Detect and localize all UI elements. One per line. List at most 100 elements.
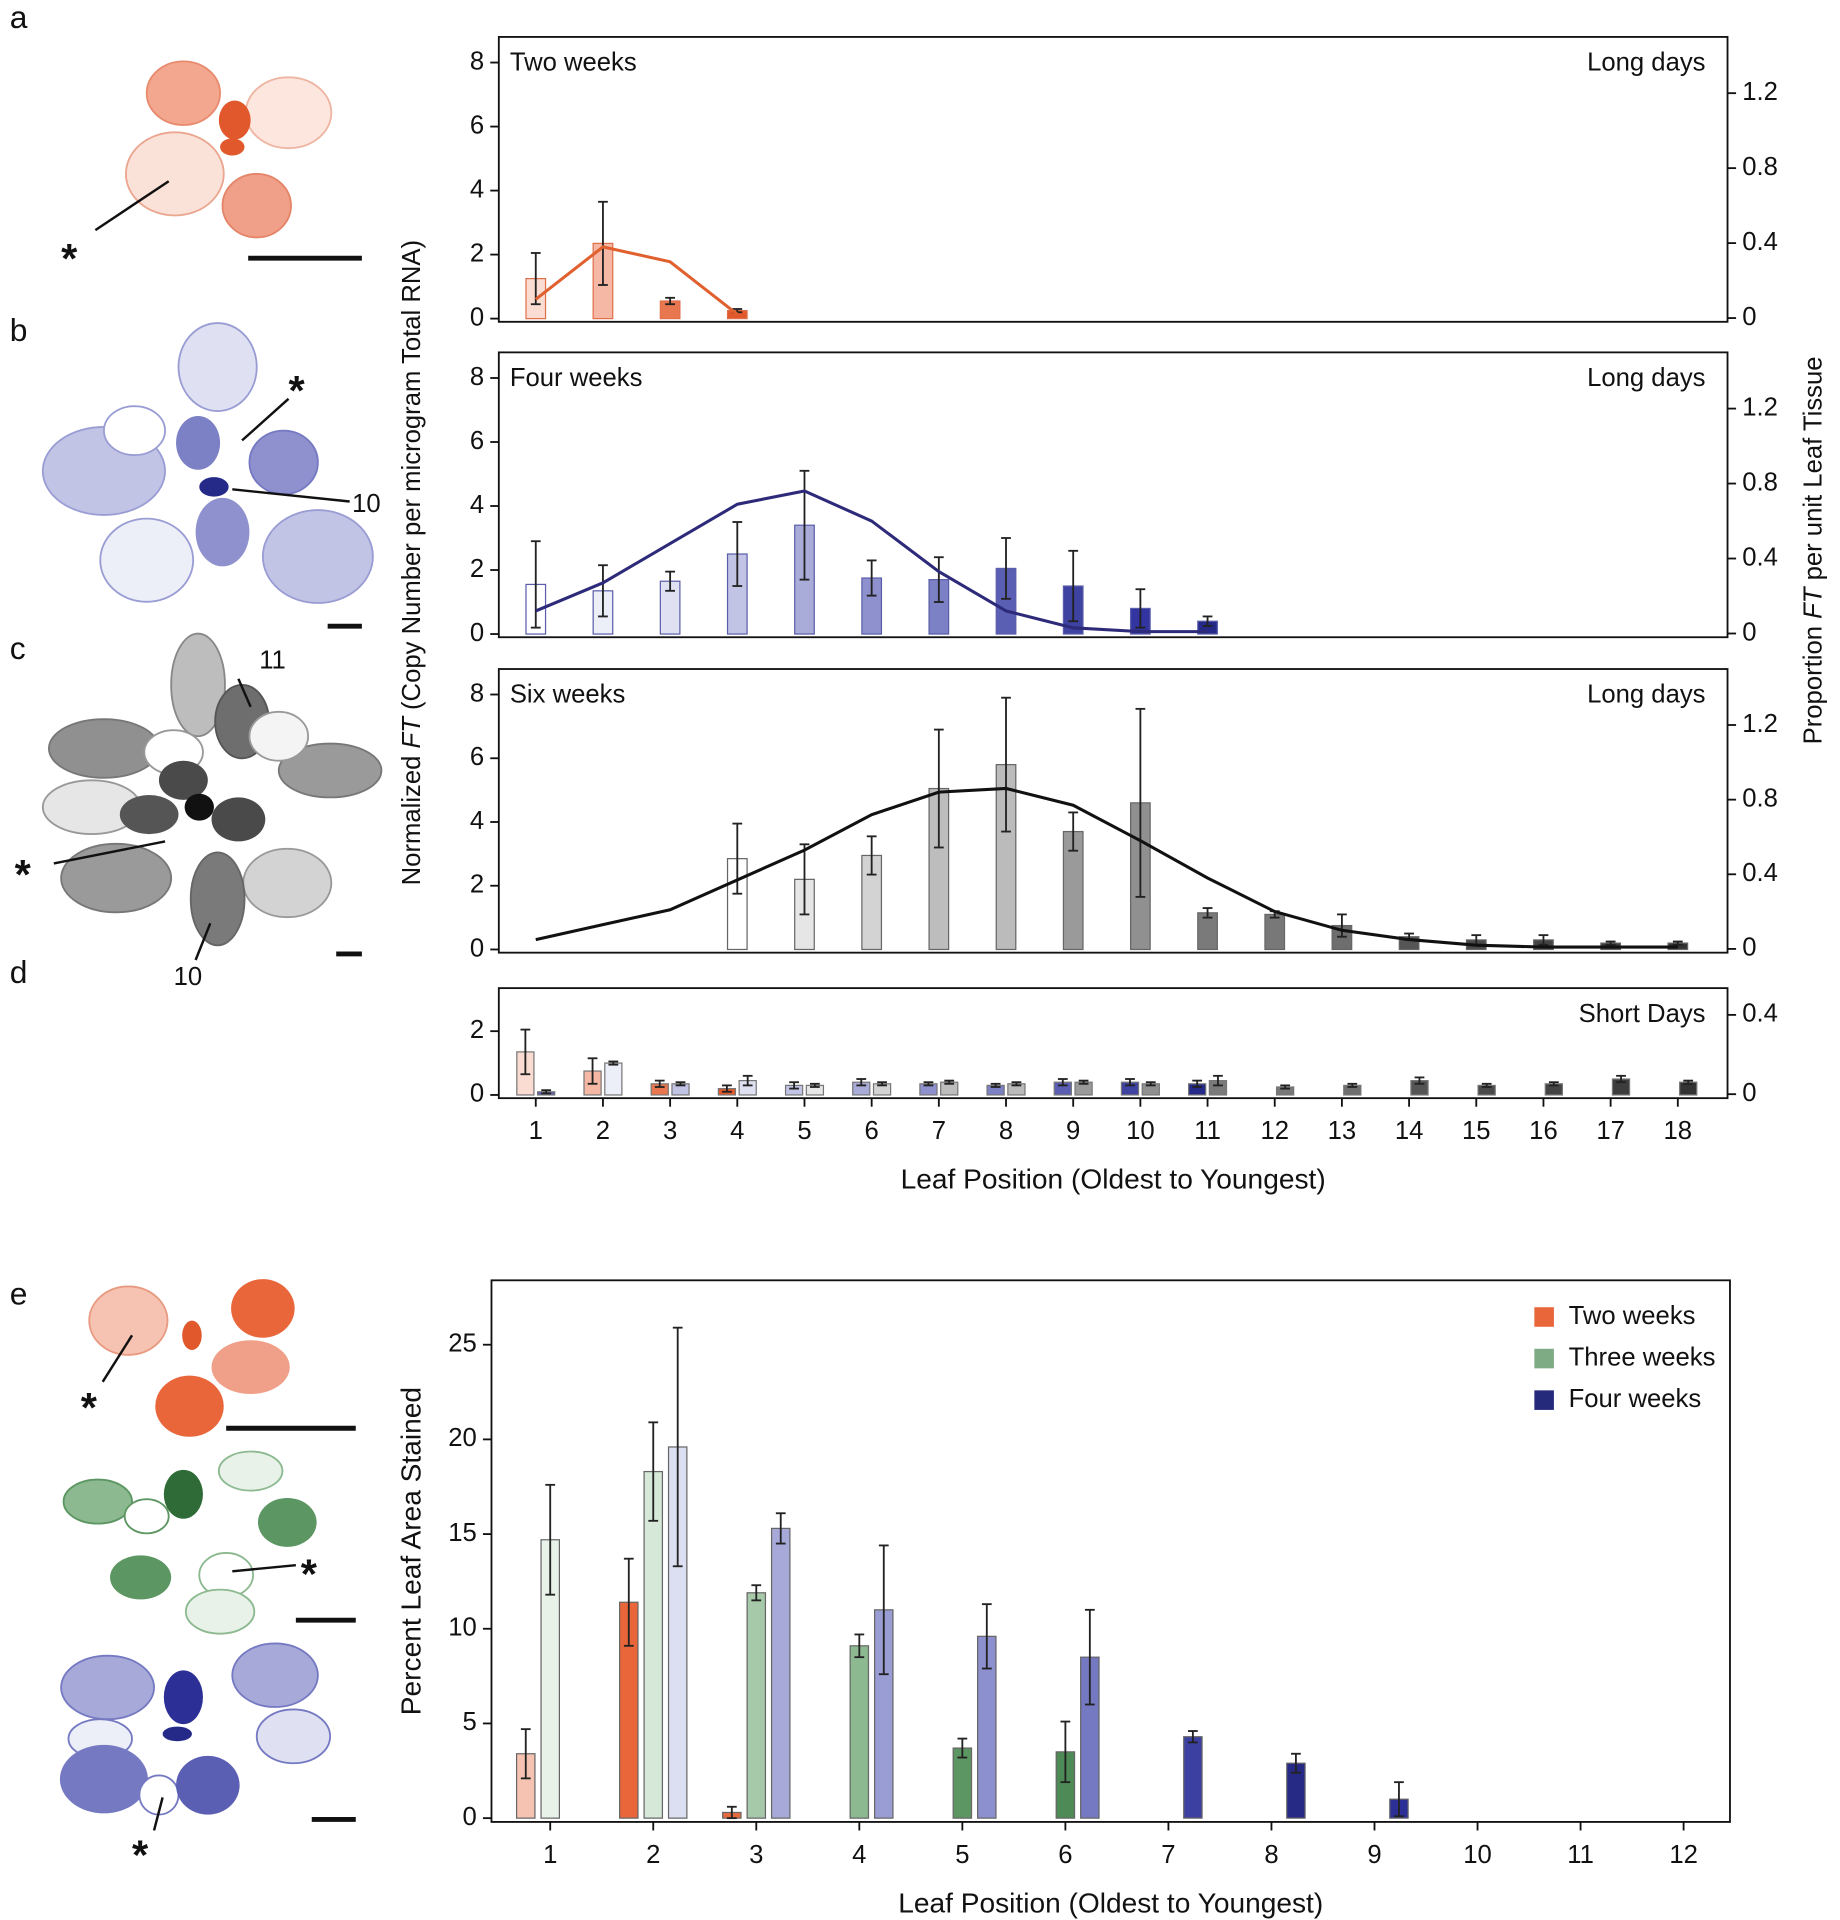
bar [770, 1527, 791, 1819]
y-tick-label: 0 [470, 1080, 484, 1108]
y2-tick-label: 1.2 [1742, 710, 1778, 738]
y2-tick-label: 0.4 [1742, 228, 1778, 256]
plot-frame [497, 36, 1729, 323]
y-tick-label: 0 [470, 303, 484, 331]
y2-axis-label: Proportion FT per unit Leaf Tissue [1799, 356, 1827, 744]
bar [849, 1645, 870, 1819]
y-tick-label: 15 [448, 1519, 477, 1547]
y2-tick-label: 0.8 [1742, 153, 1778, 181]
line [534, 245, 739, 316]
rosette-b [41, 322, 374, 629]
x-tick-label: 12 [1260, 1117, 1289, 1145]
y-tick-label: 4 [470, 807, 484, 835]
panel-label: d [10, 954, 28, 990]
y2-tick-label: 0 [1742, 303, 1756, 331]
y-tick-label: 6 [470, 743, 484, 771]
y-tick-label: 2 [470, 1016, 484, 1044]
panel-label: e [10, 1276, 28, 1312]
legend-swatch [1534, 1390, 1554, 1410]
x-tick-label: 10 [1126, 1117, 1155, 1145]
x-tick-label: 16 [1529, 1117, 1558, 1145]
leaf-number: 10 [174, 963, 203, 991]
y-tick-label: 8 [470, 47, 484, 75]
x-tick-label: 7 [1161, 1841, 1175, 1869]
y-tick-label: 10 [448, 1614, 477, 1642]
legend-label: Two weeks [1569, 1302, 1696, 1330]
panel-condition: Long days [1587, 364, 1705, 392]
y2-tick-label: 0.8 [1742, 468, 1778, 496]
x-tick-label: 1 [529, 1117, 543, 1145]
asterisk: * [81, 1384, 98, 1431]
panel-title: Two weeks [510, 49, 637, 77]
y-tick-label: 0 [470, 619, 484, 647]
y-axis-label: Normalized FT (Copy Number per microgram… [398, 240, 426, 885]
y-axis-label: Percent Leaf Area Stained [396, 1387, 427, 1715]
bar [643, 1470, 664, 1819]
y-tick-label: 4 [470, 175, 484, 203]
y-tick-label: 6 [470, 427, 484, 455]
bar [1264, 913, 1286, 951]
x-tick-label: 3 [749, 1841, 763, 1869]
y-axis-label-part: Normalized [398, 748, 426, 885]
x-tick-label: 14 [1395, 1117, 1424, 1145]
legend-label: Three weeks [1569, 1343, 1716, 1371]
rosette-e2 [62, 1450, 356, 1635]
panel-title: Four weeks [510, 364, 643, 392]
line [535, 489, 1208, 634]
panel-label: c [10, 630, 26, 666]
y2-axis-label-part: per unit Leaf Tissue [1799, 356, 1827, 587]
y2-tick-label: 0 [1742, 618, 1756, 646]
x-tick-label: 17 [1596, 1117, 1625, 1145]
bar [952, 1747, 973, 1819]
y2-tick-label: 0.4 [1742, 859, 1778, 887]
y-tick-label: 5 [463, 1708, 477, 1736]
asterisk: * [15, 851, 32, 898]
x-tick-label: 10 [1463, 1841, 1492, 1869]
y-tick-label: 4 [470, 491, 484, 519]
leaf-number: 10 [352, 490, 381, 518]
y-tick-label: 6 [470, 111, 484, 139]
x-tick-label: 6 [1058, 1841, 1072, 1869]
y2-tick-label: 0.4 [1742, 543, 1778, 571]
panel-title: Six weeks [510, 681, 626, 709]
y2-tick-label: 1.2 [1742, 78, 1778, 106]
panel-label: a [10, 0, 28, 35]
y-tick-label: 25 [448, 1329, 477, 1357]
y2-tick-label: 0.4 [1742, 1000, 1778, 1028]
legend-swatch [1534, 1307, 1554, 1327]
bar [746, 1592, 767, 1819]
x-tick-label: 4 [852, 1841, 866, 1869]
x-tick-label: 9 [1367, 1841, 1381, 1869]
panel-label: b [10, 312, 28, 348]
y2-axis-label-part: Proportion [1799, 619, 1827, 745]
x-tick-label: 8 [999, 1117, 1013, 1145]
x-axis-label: Leaf Position (Oldest to Youngest) [898, 1887, 1323, 1918]
rosette-a [94, 60, 362, 261]
x-tick-label: 9 [1066, 1117, 1080, 1145]
plot-frame [497, 668, 1729, 954]
y-tick-label: 20 [448, 1424, 477, 1452]
y-tick-label: 0 [463, 1803, 477, 1831]
y2-tick-label: 0 [1742, 1079, 1756, 1107]
x-tick-label: 2 [596, 1117, 610, 1145]
panel-condition: Long days [1587, 49, 1705, 77]
x-tick-label: 4 [730, 1117, 744, 1145]
x-tick-label: 13 [1328, 1117, 1357, 1145]
asterisk: * [132, 1832, 149, 1879]
x-tick-label: 11 [1567, 1841, 1594, 1869]
y2-axis-label-part: FT [1799, 585, 1827, 619]
line [535, 786, 1678, 949]
x-tick-label: 11 [1194, 1117, 1221, 1145]
plot-frame [490, 1279, 1731, 1823]
asterisk: * [289, 367, 306, 414]
plot-frame [497, 987, 1729, 1100]
x-tick-label: 6 [865, 1117, 879, 1145]
x-tick-label: 5 [797, 1117, 811, 1145]
rosette-e1 [88, 1279, 356, 1437]
bar [604, 1062, 623, 1096]
x-tick-label: 12 [1669, 1841, 1698, 1869]
asterisk: * [61, 235, 78, 282]
leaf-number: 11 [259, 646, 286, 674]
y2-tick-label: 0.8 [1742, 784, 1778, 812]
